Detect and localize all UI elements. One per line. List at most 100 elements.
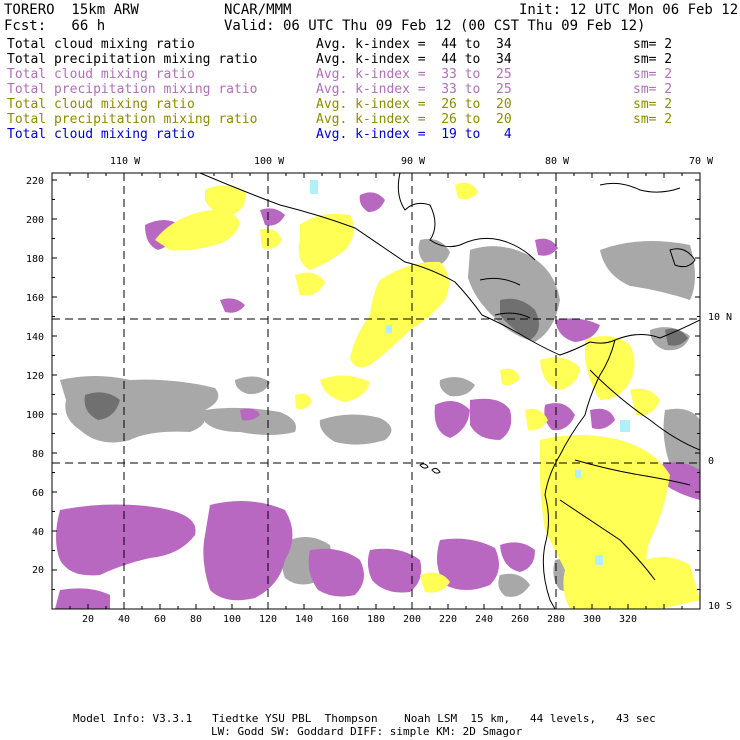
- axis-ticks: [51, 173, 701, 610]
- yellow-area: [320, 375, 370, 402]
- x-tick-label: 200: [403, 614, 422, 625]
- yellow-area: [205, 185, 246, 215]
- purple-area: [470, 398, 512, 440]
- x-tick-label: 180: [367, 614, 386, 625]
- coastline: [669, 248, 696, 268]
- x-tick-label: 20: [82, 614, 95, 625]
- purple-area: [55, 588, 110, 609]
- legend-smoothing: sm= 2: [633, 112, 673, 127]
- model-name: TORERO 15km ARW: [4, 2, 139, 18]
- purple-area: [220, 298, 245, 313]
- gray-cloud-area: [235, 376, 270, 395]
- dense-cloud-area: [500, 298, 539, 340]
- yellow-area: [500, 368, 520, 386]
- lat-label-10s: 10 S: [708, 601, 733, 612]
- legend-field: Total cloud mixing ratio: [7, 67, 195, 82]
- x-tick-label: 280: [547, 614, 566, 625]
- lat-label-10n: 10 N: [708, 312, 733, 323]
- legend-kindex: Avg. k-index = 33 to 25: [316, 82, 512, 97]
- purple-area: [436, 538, 499, 590]
- lon-label-90w: 90 W: [401, 156, 426, 167]
- country-border: [494, 312, 531, 319]
- x-tick-label: 40: [118, 614, 131, 625]
- coastline: [614, 319, 700, 341]
- legend-kindex: Avg. k-index = 26 to 20: [316, 112, 512, 127]
- legend-field: Total cloud mixing ratio: [7, 127, 195, 142]
- cyan-area: [386, 325, 392, 333]
- yellow-area: [420, 572, 450, 593]
- y-tick-label: 140: [26, 332, 45, 343]
- yellow-area: [295, 393, 312, 410]
- y-tick-label: 200: [26, 215, 45, 226]
- valid-time: Valid: 06 UTC Thu 09 Feb 12 (00 CST Thu …: [224, 18, 646, 34]
- legend-smoothing: sm= 2: [633, 37, 673, 52]
- x-tick-label: 140: [295, 614, 314, 625]
- dense-cloud-area: [665, 328, 688, 346]
- lat-lon-grid: [52, 173, 700, 609]
- purple-area: [203, 501, 293, 601]
- x-tick-label: 320: [619, 614, 638, 625]
- legend-kindex: Avg. k-index = 44 to 34: [316, 52, 512, 67]
- legend-field: Total cloud mixing ratio: [7, 97, 195, 112]
- y-tick-label: 40: [32, 527, 45, 538]
- lon-label-110w: 110 W: [110, 156, 141, 167]
- lon-label-100w: 100 W: [254, 156, 285, 167]
- purple-area: [367, 548, 422, 593]
- purple-area: [535, 238, 558, 256]
- purple-area: [56, 504, 196, 576]
- legend-field: Total precipitation mixing ratio: [7, 52, 258, 67]
- legend-field: Total precipitation mixing ratio: [7, 82, 258, 97]
- purple-area: [260, 208, 285, 226]
- x-tick-label: 120: [259, 614, 278, 625]
- gray-cloud-area: [205, 407, 296, 435]
- purple-area: [660, 462, 700, 500]
- coastline: [419, 463, 441, 474]
- cyan-area: [595, 555, 603, 565]
- lon-label-70w: 70 W: [689, 156, 714, 167]
- country-border: [559, 499, 656, 581]
- cyan-regions: [310, 180, 630, 565]
- y-tick-label: 80: [32, 449, 45, 460]
- y-tick-label: 160: [26, 293, 45, 304]
- purple-area: [308, 548, 364, 597]
- organization: NCAR/MMM: [224, 2, 292, 18]
- init-time: Init: 12 UTC Mon 06 Feb 12: [519, 2, 739, 18]
- yellow-area: [295, 272, 325, 296]
- purple-area: [434, 401, 470, 438]
- legend-field: Total precipitation mixing ratio: [7, 112, 258, 127]
- coastlines: [199, 173, 700, 609]
- gray-cloud-area: [600, 241, 695, 300]
- y-tick-label: 220: [26, 176, 45, 187]
- dense-cloud-regions: [84, 298, 688, 420]
- yellow-area: [645, 556, 700, 609]
- country-border: [479, 277, 521, 286]
- yellow-area: [525, 408, 548, 431]
- coastline: [397, 173, 536, 261]
- gray-cloud-area: [439, 376, 475, 397]
- x-tick-label: 60: [154, 614, 167, 625]
- y-tick-label: 120: [26, 371, 45, 382]
- lat-label-0: 0: [708, 456, 715, 467]
- cyan-area: [620, 420, 630, 432]
- y-tick-label: 60: [32, 488, 45, 499]
- cyan-area: [575, 470, 581, 478]
- cyan-area: [310, 180, 318, 194]
- legend-field: Total cloud mixing ratio: [7, 37, 195, 52]
- purple-area: [500, 542, 535, 572]
- yellow-area: [585, 336, 635, 400]
- forecast-hour: Fcst: 66 h: [4, 18, 106, 34]
- legend-kindex: Avg. k-index = 19 to 4: [316, 127, 512, 142]
- yellow-area: [298, 213, 354, 270]
- x-tick-label: 220: [439, 614, 458, 625]
- coastline: [599, 182, 681, 193]
- coastline: [542, 339, 616, 609]
- legend-kindex: Avg. k-index = 33 to 25: [316, 67, 512, 82]
- legend-smoothing: sm= 2: [633, 82, 673, 97]
- legend-kindex: Avg. k-index = 44 to 34: [316, 37, 512, 52]
- yellow-area: [630, 388, 660, 416]
- legend-smoothing: sm= 2: [633, 67, 673, 82]
- gray-cloud-area: [319, 414, 392, 445]
- legend-smoothing: sm= 2: [633, 97, 673, 112]
- x-tick-label: 260: [511, 614, 530, 625]
